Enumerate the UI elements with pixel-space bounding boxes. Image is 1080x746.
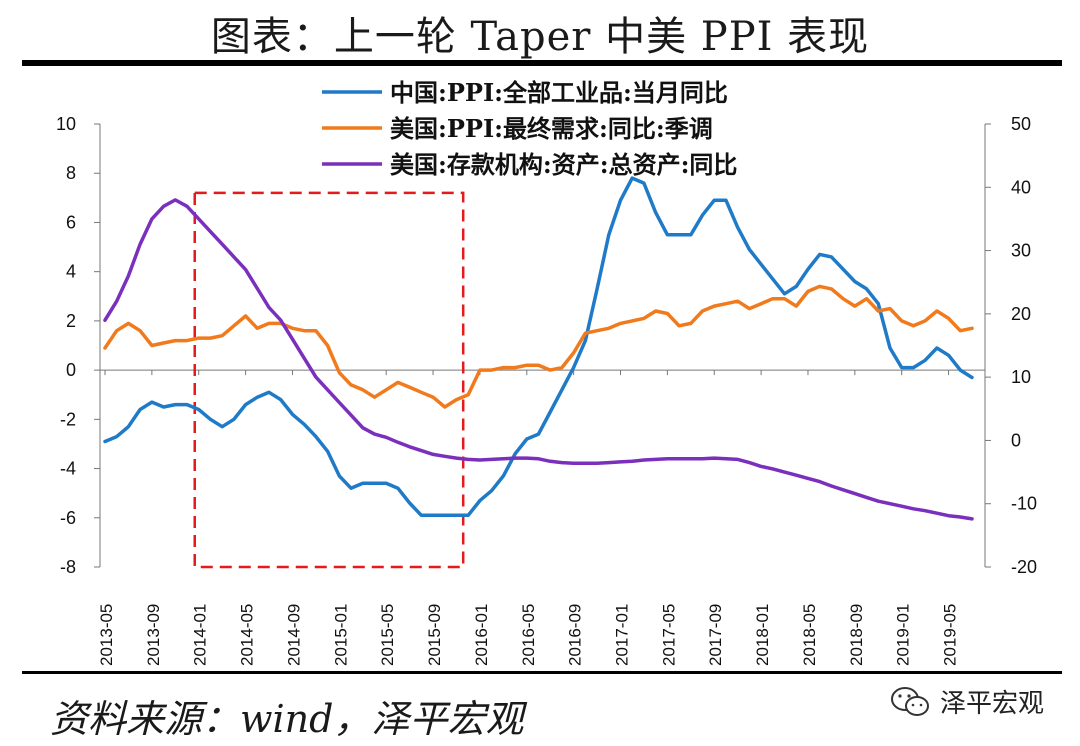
brand: 泽平宏观 — [890, 683, 1044, 720]
right-axis-tick-label: 20 — [1011, 304, 1031, 324]
left-axis-tick-label: 10 — [56, 114, 76, 134]
left-axis-tick-label: 4 — [66, 262, 76, 282]
series-line-2 — [103, 284, 974, 409]
x-axis-tick-label: 2016-09 — [566, 604, 585, 666]
x-axis-tick-label: 2016-01 — [472, 604, 491, 666]
x-axis-tick-label: 2013-09 — [144, 604, 163, 666]
x-axis-tick-label: 2017-01 — [613, 604, 632, 666]
x-axis-tick-label: 2014-01 — [191, 604, 210, 666]
legend-label-1: 中国:PPI:全部工业品:当月同比 — [390, 78, 728, 107]
x-axis-tick-label: 2015-05 — [378, 604, 397, 666]
x-axis-tick-label: 2013-05 — [97, 604, 116, 666]
left-axis-tick-label: -8 — [60, 557, 76, 577]
taper-highlight-box — [193, 191, 465, 569]
x-axis-tick-label: 2015-09 — [425, 604, 444, 666]
bottom-divider — [22, 671, 1062, 674]
right-axis-tick-label: 0 — [1011, 430, 1021, 450]
right-axis-tick-label: 40 — [1011, 177, 1031, 197]
legend-label-3: 美国:存款机构:资产:总资产:同比 — [390, 150, 737, 179]
x-axis-tick-label: 2019-05 — [941, 604, 960, 666]
x-axis-tick-label: 2017-09 — [706, 604, 725, 666]
x-axis-tick-label: 2016-05 — [519, 604, 538, 666]
series-lines — [103, 176, 974, 521]
right-axis-tick-label: -10 — [1011, 494, 1037, 514]
right-axis-tick-label: 10 — [1011, 367, 1031, 387]
right-axis-tick-label: -20 — [1011, 557, 1037, 577]
x-axis-tick-label: 2019-01 — [894, 604, 913, 666]
left-axis-tick-label: 8 — [66, 163, 76, 183]
x-axis-tick-label: 2014-05 — [238, 604, 257, 666]
x-axis-tick-label: 2018-09 — [847, 604, 866, 666]
taper-period-box — [193, 191, 465, 569]
x-axis-tick-label: 2017-05 — [659, 604, 678, 666]
top-divider — [22, 60, 1062, 66]
x-axis-tick-label: 2015-01 — [331, 604, 350, 666]
left-axis-tick-label: 2 — [66, 311, 76, 331]
x-axis-tick-label: 2018-01 — [753, 604, 772, 666]
series-line-3 — [103, 198, 974, 521]
x-axis-tick-label: 2018-05 — [800, 604, 819, 666]
wechat-icon — [891, 686, 929, 716]
brand-name: 泽平宏观 — [940, 689, 1045, 719]
page-title: 图表：上一轮 Taper 中美 PPI 表现 — [210, 14, 870, 60]
source-note: 资料来源：wind，泽平宏观 — [50, 697, 524, 741]
right-axis-tick-label: 30 — [1011, 241, 1031, 261]
legend: 中国:PPI:全部工业品:当月同比美国:PPI:最终需求:同比:季调美国:存款机… — [322, 78, 737, 179]
left-axis-tick-label: -6 — [60, 508, 76, 528]
left-axis-tick-label: -4 — [60, 459, 76, 479]
x-axis-tick-label: 2014-09 — [284, 604, 303, 666]
left-axis-tick-label: 0 — [66, 360, 76, 380]
legend-label-2: 美国:PPI:最终需求:同比:季调 — [390, 114, 713, 143]
left-axis-tick-label: -2 — [60, 409, 76, 429]
right-axis-tick-label: 50 — [1011, 114, 1031, 134]
series-line-1 — [103, 176, 974, 518]
left-axis-tick-label: 6 — [66, 212, 76, 232]
